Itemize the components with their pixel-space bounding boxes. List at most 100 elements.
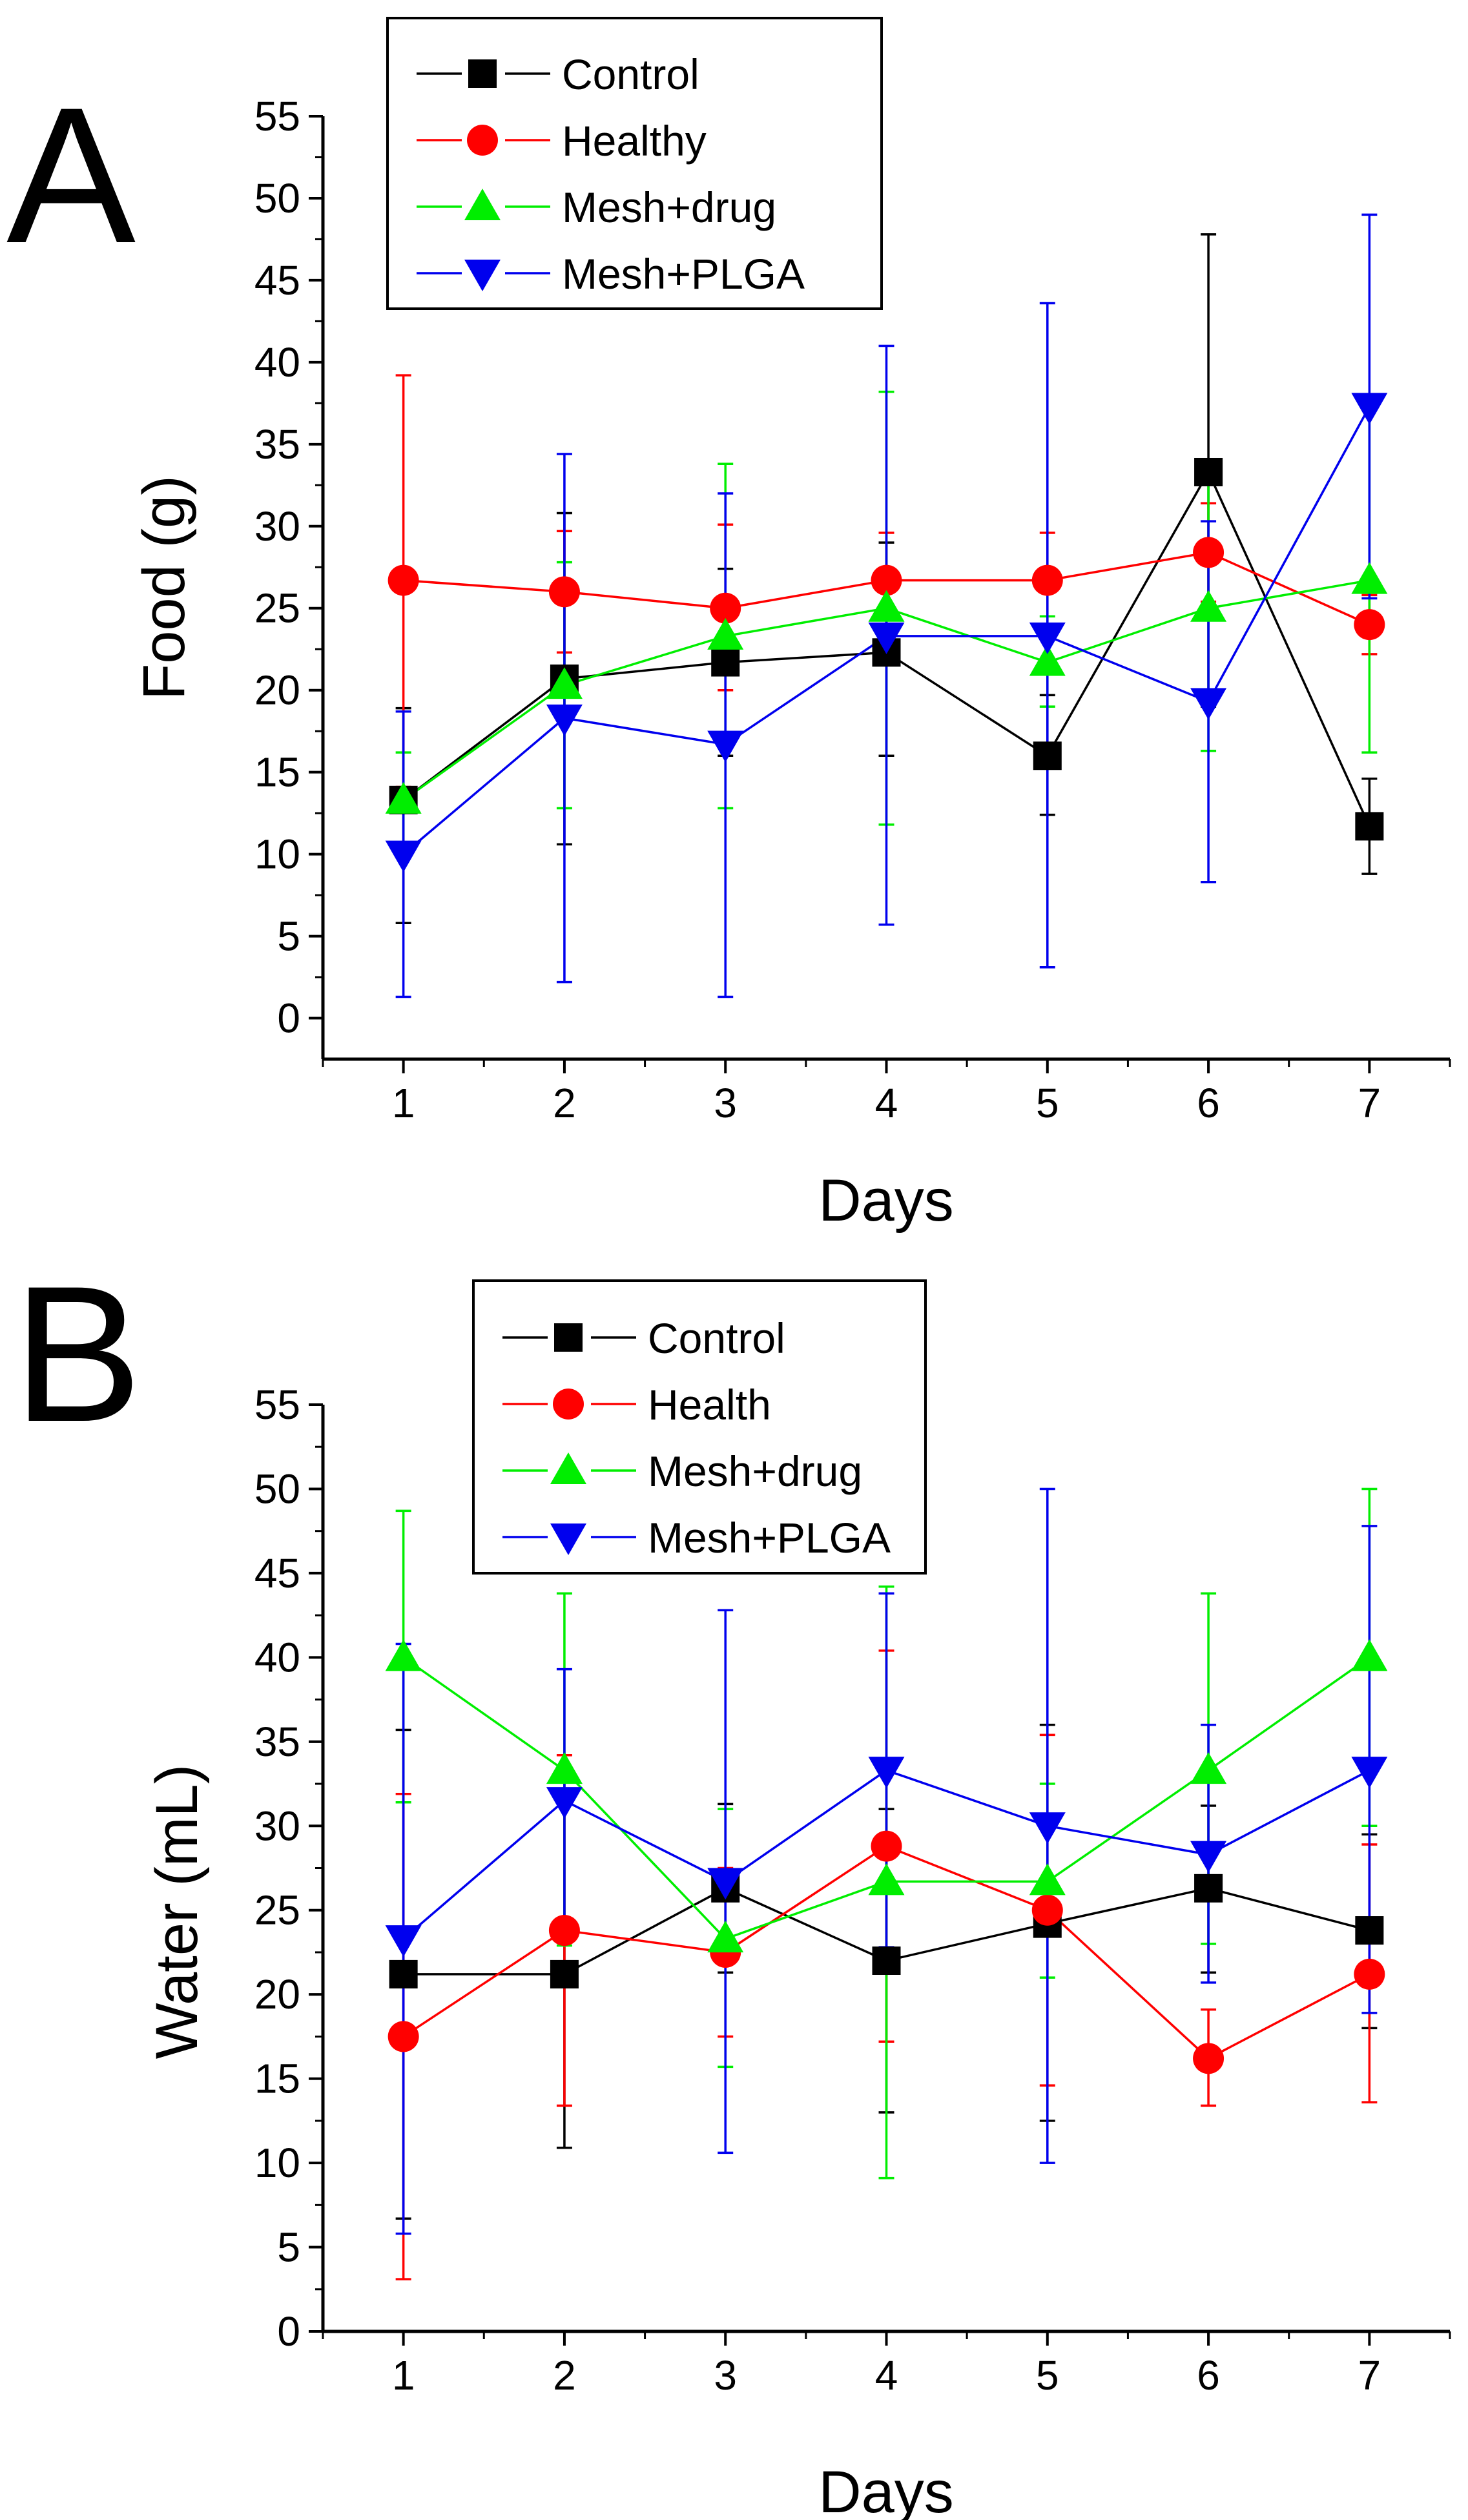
panel-a-x-tick-label: 4 (875, 1080, 898, 1126)
panel-a-data-point (1031, 564, 1063, 596)
panel-a-y-tick-label: 20 (254, 667, 300, 714)
panel-a-legend-marker (464, 260, 501, 291)
panel-b-data-point (1029, 1863, 1066, 1895)
panel-a-data-point (1193, 537, 1225, 568)
panel-b-legend-label: Health (648, 1381, 771, 1429)
panel-a-data-point (385, 781, 422, 814)
panel-b-letter: B (13, 1245, 142, 1462)
panel-b-legend-marker (550, 1523, 586, 1555)
panel-b-data-point (1029, 1812, 1066, 1844)
panel-b-y-tick-label: 15 (254, 2056, 300, 2102)
panel-a-data-point (871, 564, 902, 596)
panel-a-y-axis-title: Food (g) (131, 475, 197, 700)
panel-b-x-tick-label: 4 (875, 2352, 898, 2399)
panel-a-x-axis-title: Days (818, 1168, 954, 1234)
panel-b-legend-label: Mesh+drug (648, 1447, 862, 1495)
panel-a-x-tick-label: 5 (1036, 1080, 1059, 1126)
panel-a-data-point (546, 704, 583, 736)
panel-a-y-tick-label: 15 (254, 749, 300, 796)
panel-b-data-point (1354, 1958, 1385, 1990)
panel-a-data-point (1354, 609, 1385, 641)
panel-b-data-point (1190, 1752, 1227, 1784)
panel-b-data-point (546, 1787, 583, 1819)
panel-a-x-tick-label: 2 (553, 1080, 576, 1126)
panel-b-x-tick-label: 5 (1036, 2352, 1059, 2399)
panel-a-data-point (1190, 688, 1227, 720)
panel-b-data-point (707, 1868, 744, 1900)
panel-b-data-point (871, 1830, 902, 1862)
panel-a-x-tick-label: 7 (1358, 1080, 1381, 1126)
panel-b-y-tick-label: 55 (254, 1381, 300, 1428)
panel-a-data-point (546, 667, 583, 699)
panel-b-x-tick-label: 3 (714, 2352, 737, 2399)
panel-a-data-point (868, 622, 905, 654)
panel-a-letter: A (6, 67, 137, 284)
panel-b-legend-marker (550, 1452, 586, 1484)
panel-b-y-tick-label: 35 (254, 1719, 300, 1765)
panel-b-legend-label: Control (648, 1314, 785, 1362)
panel-b-data-point (550, 1959, 579, 1988)
panel-a-legend-label: Mesh+PLGA (562, 250, 805, 298)
panel-a-legend-label: Mesh+drug (562, 183, 776, 231)
panel-b-data-point (389, 1959, 418, 1988)
panel-b-data-point (1193, 2043, 1225, 2074)
panel-b-y-axis-title: Water (mL) (144, 1764, 210, 2060)
panel-a-x-tick-label: 1 (392, 1080, 415, 1126)
panel-a-legend-label: Healthy (562, 117, 707, 165)
panel-b-data-point (546, 1752, 583, 1784)
panel-a-data-point (1351, 562, 1388, 594)
panel-b-x-tick-label: 6 (1197, 2352, 1220, 2399)
panel-a-y-tick-label: 35 (254, 421, 300, 468)
panel-a-data-point (710, 592, 741, 624)
panel-a-data-point (388, 564, 419, 596)
panel-b-y-tick-label: 30 (254, 1802, 300, 1849)
panel-a-data-point (868, 590, 905, 622)
panel-a-data-point (1190, 590, 1227, 622)
panel-a-data-point (1033, 741, 1062, 770)
panel-a-y-tick-label: 10 (254, 831, 300, 878)
panel-a-y-tick-label: 45 (254, 257, 300, 304)
panel-b-data-point (1355, 1916, 1384, 1945)
panel-b-data-point (388, 2021, 419, 2052)
panel-b-legend-label: Mesh+PLGA (648, 1514, 891, 1562)
panel-a-data-point (1029, 644, 1066, 676)
panel-b-x-tick-label: 1 (392, 2352, 415, 2399)
panel-b-data-point (548, 1915, 580, 1947)
panel-b-data-point (385, 1925, 422, 1957)
panel-b-data-point (707, 1921, 744, 1953)
panel-a-y-tick-label: 30 (254, 503, 300, 550)
panel-b-data-point (868, 1757, 905, 1789)
panel-b-data-point (1190, 1841, 1227, 1873)
panel-b-x-axis-title: Days (818, 2459, 954, 2520)
panel-a-legend-marker (468, 59, 497, 88)
panel-b-x-tick-label: 7 (1358, 2352, 1381, 2399)
panel-b-y-tick-label: 0 (277, 2308, 300, 2355)
panel-a-legend-marker (467, 125, 498, 156)
panel-b-data-point (385, 1639, 422, 1671)
panel-a-y-tick-label: 55 (254, 93, 300, 139)
panel-b-y-tick-label: 5 (277, 2224, 300, 2271)
panel-a-data-point (1355, 812, 1384, 841)
panel-a-data-point (1351, 393, 1388, 425)
panel-b-y-tick-label: 25 (254, 1887, 300, 1934)
panel-b-y-tick-label: 50 (254, 1465, 300, 1512)
panel-b-legend: Control Health Mesh+drug Mesh+PLGA (472, 1279, 927, 1575)
panel-b-x-tick-label: 2 (553, 2352, 576, 2399)
panel-b-legend-marker (554, 1323, 583, 1352)
panel-b-data-point (1194, 1874, 1223, 1903)
panel-a-y-tick-label: 50 (254, 175, 300, 222)
panel-a-y-tick-label: 40 (254, 339, 300, 386)
panel-b-data-point (1031, 1894, 1063, 1926)
panel-b-y-tick-label: 45 (254, 1550, 300, 1596)
panel-a-data-point (711, 648, 740, 677)
panel-b-legend-marker (553, 1389, 584, 1420)
panel-b-data-point (1351, 1639, 1388, 1671)
panel-a-data-point (707, 730, 744, 763)
panel-a-y-tick-label: 0 (277, 995, 300, 1042)
panel-a-data-point (385, 840, 422, 873)
panel-a-data-point (1029, 622, 1066, 654)
panel-a-data-point (548, 576, 580, 608)
